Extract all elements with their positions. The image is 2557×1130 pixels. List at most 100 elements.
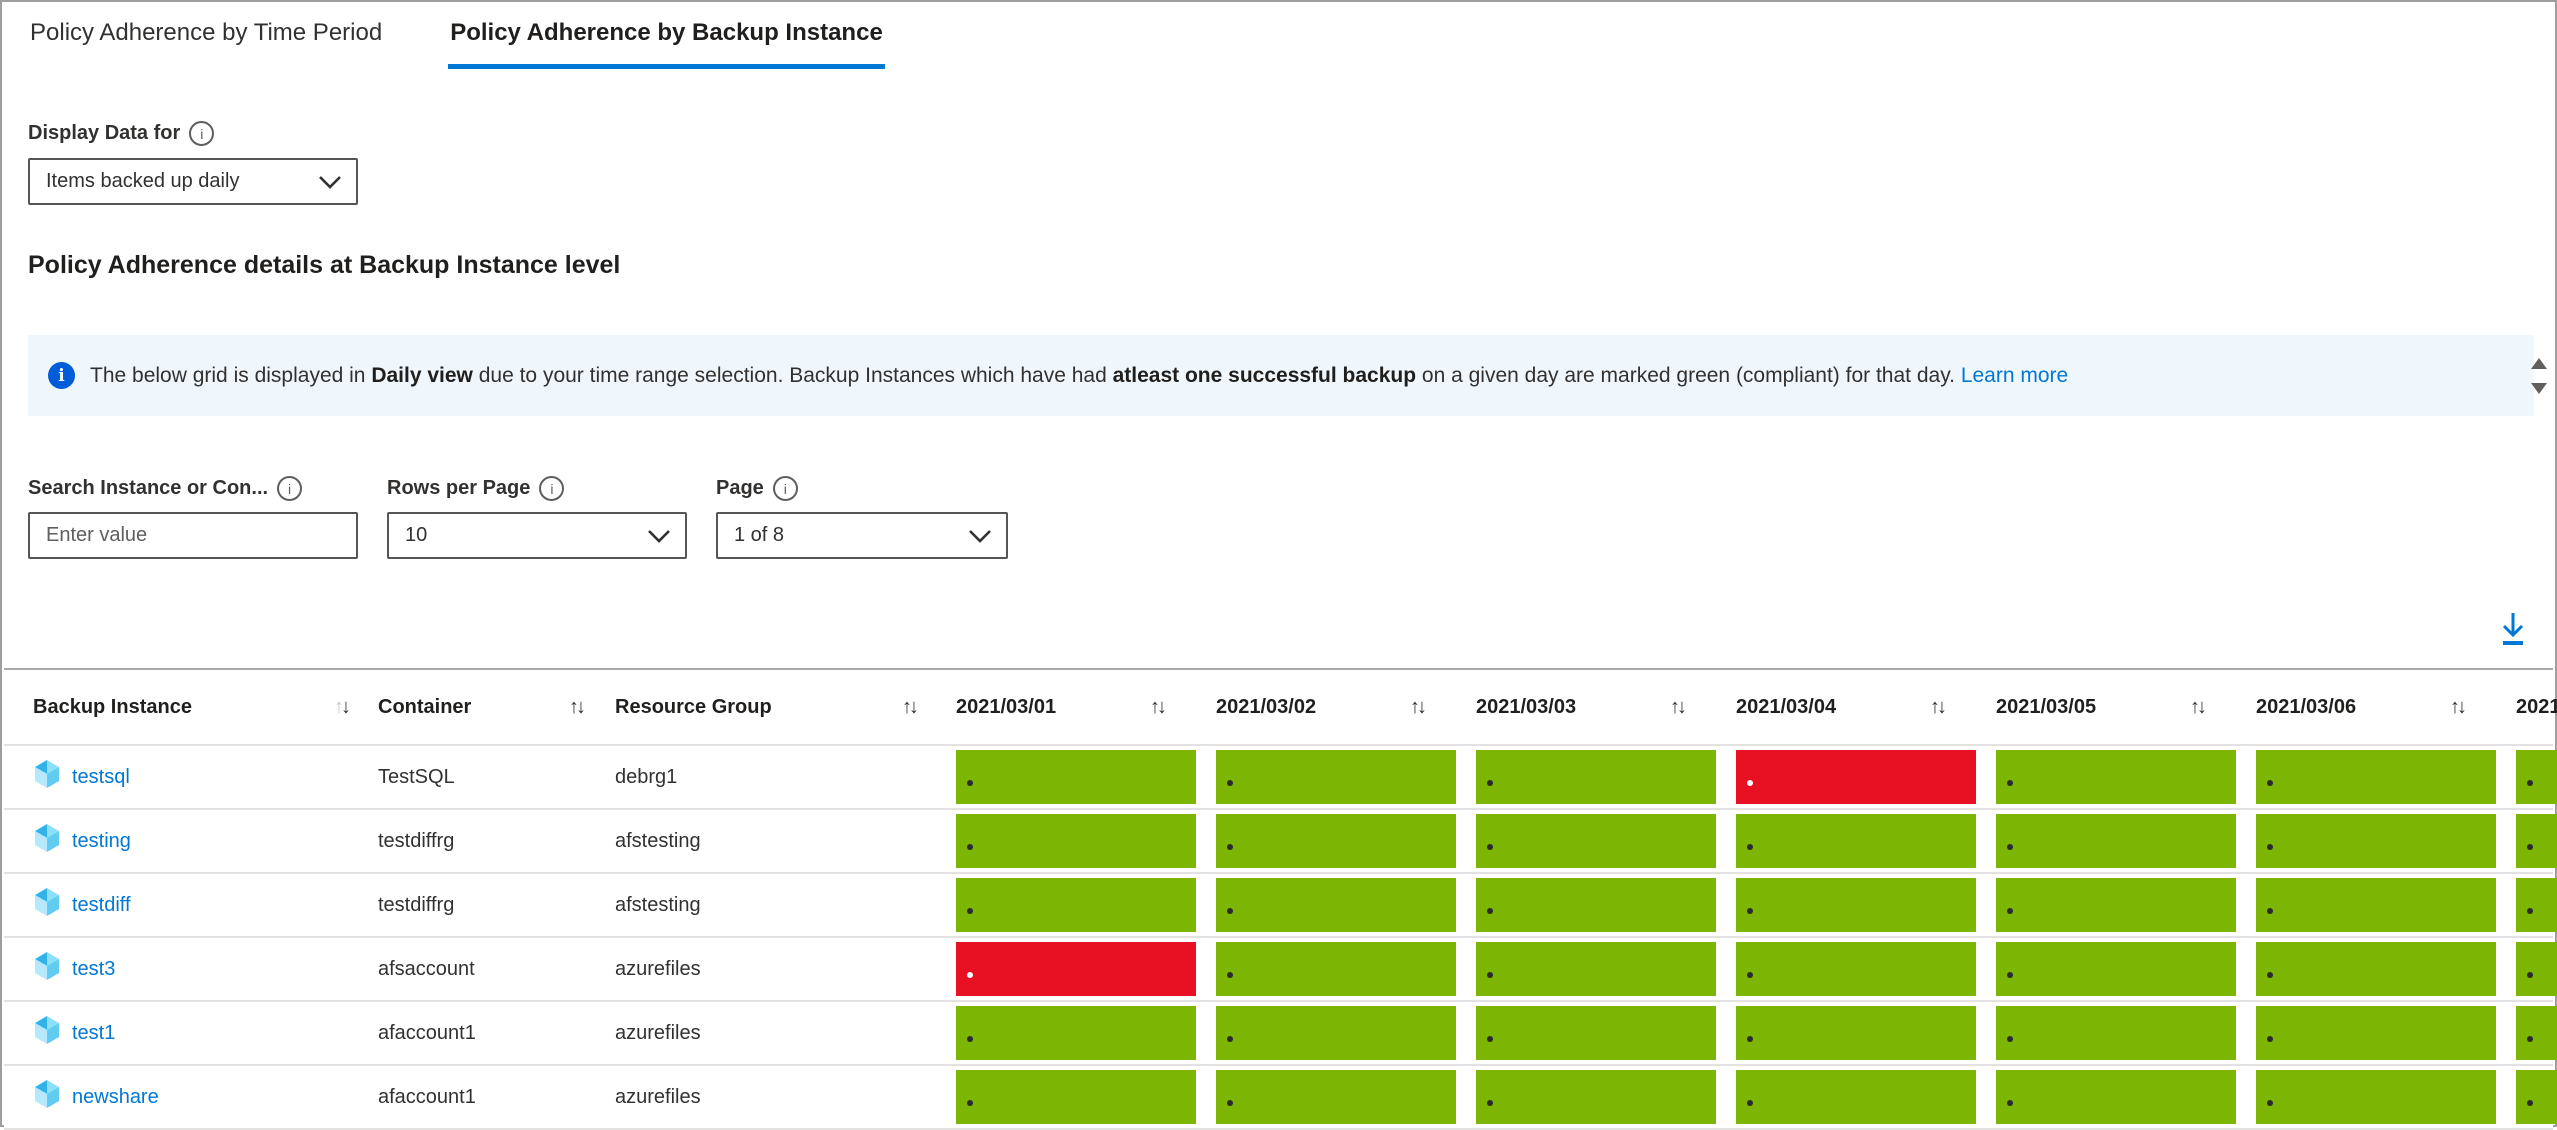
sort-up-icon[interactable]: ↑ bbox=[2190, 695, 2200, 718]
tab-policy-adherence-by-time-period[interactable]: Policy Adherence by Time Period bbox=[30, 19, 383, 46]
status-dot bbox=[1487, 780, 1493, 786]
status-dot bbox=[2267, 1036, 2273, 1042]
sort-up-icon[interactable]: ↑ bbox=[334, 695, 344, 718]
sort-icons[interactable]: ↑↓ bbox=[334, 695, 351, 719]
column-header-date[interactable]: 2021/03/05 ↑↓ bbox=[1996, 696, 2256, 719]
status-dot bbox=[967, 844, 973, 850]
status-cell bbox=[1476, 1070, 1736, 1124]
compliant-status-block bbox=[2516, 814, 2557, 868]
sort-down-icon[interactable]: ↓ bbox=[341, 695, 351, 718]
sort-icons[interactable]: ↑↓ bbox=[2190, 695, 2207, 719]
display-data-dropdown[interactable]: Items backed up daily bbox=[28, 158, 358, 205]
sort-icons[interactable]: ↑↓ bbox=[1410, 695, 1427, 719]
compliant-status-block bbox=[1996, 750, 2236, 804]
sort-icons[interactable]: ↑↓ bbox=[1150, 695, 1167, 719]
sort-down-icon[interactable]: ↓ bbox=[1157, 695, 1167, 718]
info-icon[interactable]: i bbox=[539, 476, 565, 501]
column-header-date[interactable]: 2021/03/03 ↑↓ bbox=[1476, 696, 1736, 719]
backup-instance-cell: newshare bbox=[33, 1079, 378, 1115]
status-cell bbox=[2256, 1006, 2516, 1060]
status-cell bbox=[1736, 1070, 1996, 1124]
tab-policy-adherence-by-backup-instance[interactable]: Policy Adherence by Backup Instance bbox=[448, 18, 885, 69]
info-icon[interactable]: i bbox=[189, 121, 215, 146]
sort-icons[interactable]: ↑↓ bbox=[1670, 695, 1687, 719]
status-cell bbox=[1476, 814, 1736, 868]
learn-more-link[interactable]: Learn more bbox=[1960, 363, 2069, 387]
compliant-status-block bbox=[1476, 750, 1716, 804]
backup-instance-cube-icon bbox=[33, 1015, 61, 1051]
sort-up-icon[interactable]: ↑ bbox=[1410, 695, 1420, 718]
sort-down-icon[interactable]: ↓ bbox=[2457, 695, 2467, 718]
sort-down-icon[interactable]: ↓ bbox=[2197, 695, 2207, 718]
page-label: Page i bbox=[716, 476, 1008, 501]
column-header-label: 2021/03/05 bbox=[1996, 695, 2097, 718]
backup-instance-link[interactable]: testdiff bbox=[72, 893, 131, 916]
status-dot bbox=[1487, 908, 1493, 914]
sort-up-icon[interactable]: ↑ bbox=[1670, 695, 1680, 718]
rows-per-page-label: Rows per Page i bbox=[387, 476, 687, 501]
sort-up-icon[interactable]: ↑ bbox=[902, 695, 912, 718]
sort-up-icon[interactable]: ↑ bbox=[1930, 695, 1940, 718]
column-header-backup-instance[interactable]: Backup Instance ↑↓ bbox=[33, 696, 378, 719]
sort-up-icon[interactable]: ↑ bbox=[1150, 695, 1160, 718]
column-header-date[interactable]: 2021/03/06 ↑↓ bbox=[2256, 696, 2516, 719]
compliant-status-block bbox=[2256, 942, 2496, 996]
status-cell bbox=[1736, 878, 1996, 932]
status-dot bbox=[1747, 844, 1753, 850]
column-header-date[interactable]: 2021/03/02 ↑↓ bbox=[1216, 696, 1476, 719]
status-dot bbox=[1487, 844, 1493, 850]
compliant-status-block bbox=[1216, 1070, 1456, 1124]
scroll-down-icon[interactable] bbox=[2531, 383, 2547, 394]
chevron-down-icon bbox=[319, 175, 341, 189]
status-dot bbox=[1227, 844, 1233, 850]
page-dropdown[interactable]: 1 of 8 bbox=[716, 512, 1008, 559]
backup-instance-link[interactable]: test1 bbox=[72, 1021, 116, 1044]
sort-down-icon[interactable]: ↓ bbox=[1417, 695, 1427, 718]
column-header-date[interactable]: 2021/03/07↑↓ bbox=[2516, 696, 2557, 719]
download-button[interactable] bbox=[2496, 610, 2530, 650]
page-value: 1 of 8 bbox=[734, 524, 785, 546]
sort-up-icon[interactable]: ↑ bbox=[569, 695, 579, 718]
column-header-date[interactable]: 2021/03/01 ↑↓ bbox=[956, 696, 1216, 719]
status-cell bbox=[2516, 814, 2557, 868]
sort-icons[interactable]: ↑↓ bbox=[569, 695, 586, 719]
resource-group-cell: azurefiles bbox=[615, 1021, 701, 1044]
backup-instance-link[interactable]: testing bbox=[72, 829, 131, 852]
sort-up-icon[interactable]: ↑ bbox=[2450, 695, 2460, 718]
compliant-status-block bbox=[1476, 1006, 1716, 1060]
display-data-label-text: Display Data for bbox=[28, 122, 181, 144]
column-header-resource-group[interactable]: Resource Group ↑↓ bbox=[615, 696, 956, 719]
status-cell bbox=[2256, 814, 2516, 868]
info-icon[interactable]: i bbox=[277, 476, 303, 501]
column-header-container[interactable]: Container ↑↓ bbox=[378, 696, 615, 719]
sort-icons[interactable]: ↑↓ bbox=[2450, 695, 2467, 719]
page-group: Page i 1 of 8 bbox=[716, 476, 1008, 559]
sort-down-icon[interactable]: ↓ bbox=[1677, 695, 1687, 718]
backup-instance-link[interactable]: testsql bbox=[72, 765, 130, 788]
rows-per-page-group: Rows per Page i 10 bbox=[387, 476, 687, 559]
table-row: testsql TestSQL debrg1 bbox=[4, 746, 2557, 810]
status-dot bbox=[2007, 780, 2013, 786]
column-header-date[interactable]: 2021/03/04 ↑↓ bbox=[1736, 696, 1996, 719]
backup-instance-link[interactable]: newshare bbox=[72, 1085, 159, 1108]
sort-icons[interactable]: ↑↓ bbox=[902, 695, 919, 719]
status-dot bbox=[2527, 844, 2533, 850]
backup-instance-link[interactable]: test3 bbox=[72, 957, 116, 980]
status-cell bbox=[1216, 942, 1476, 996]
status-dot bbox=[2267, 908, 2273, 914]
status-dot bbox=[967, 1036, 973, 1042]
sort-down-icon[interactable]: ↓ bbox=[576, 695, 586, 718]
rows-per-page-dropdown[interactable]: 10 bbox=[387, 512, 687, 559]
info-banner-text: The below grid is displayed in Daily vie… bbox=[90, 364, 2068, 388]
sort-down-icon[interactable]: ↓ bbox=[1937, 695, 1947, 718]
info-icon[interactable]: i bbox=[772, 476, 798, 501]
scroll-up-icon[interactable] bbox=[2531, 358, 2547, 369]
status-dot bbox=[967, 908, 973, 914]
sort-down-icon[interactable]: ↓ bbox=[909, 695, 919, 718]
status-dot bbox=[2267, 780, 2273, 786]
status-dot bbox=[1747, 972, 1753, 978]
sort-icons[interactable]: ↑↓ bbox=[1930, 695, 1947, 719]
search-input[interactable] bbox=[28, 512, 358, 559]
backup-instance-cell: testsql bbox=[33, 759, 378, 795]
compliant-status-block bbox=[956, 814, 1196, 868]
